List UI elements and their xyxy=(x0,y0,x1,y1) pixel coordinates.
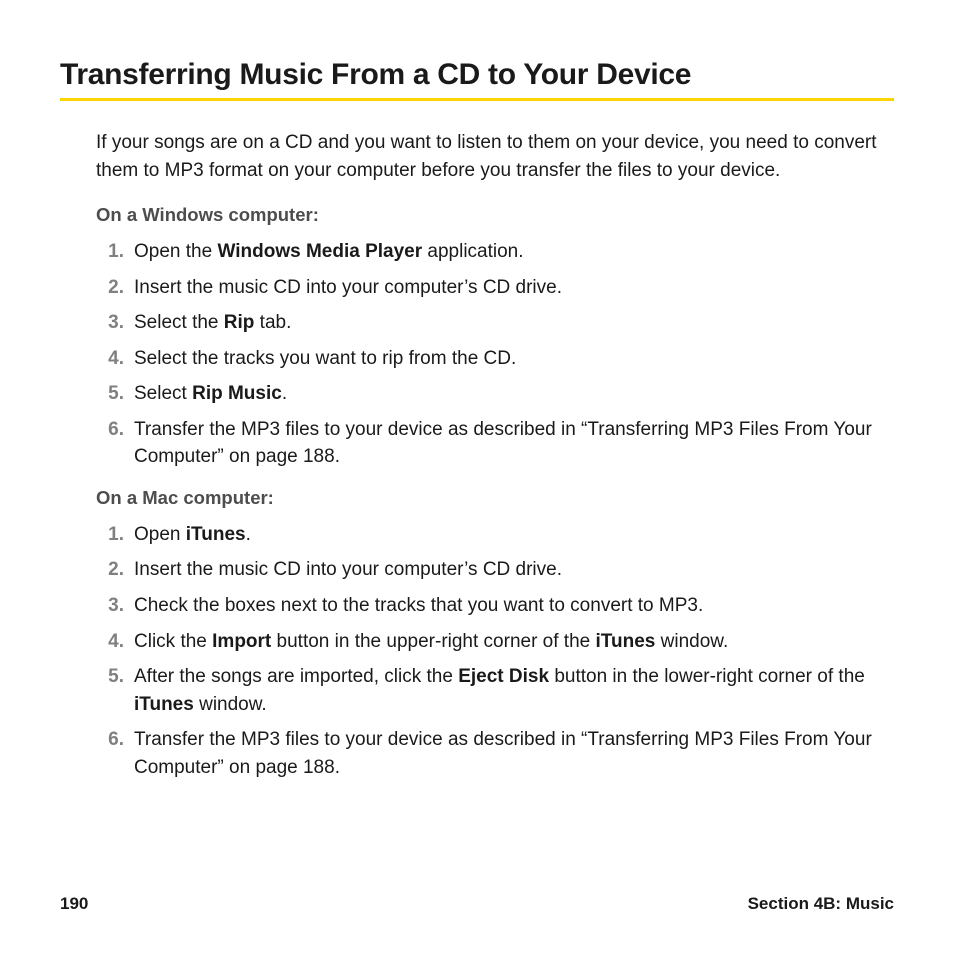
intro-paragraph: If your songs are on a CD and you want t… xyxy=(96,129,884,184)
windows-subhead: On a Windows computer: xyxy=(96,204,884,226)
step-text: button in the lower-right corner of the xyxy=(549,666,865,687)
list-item: Insert the music CD into your computer’s… xyxy=(128,274,884,302)
step-text: Transfer the MP3 files to your device as… xyxy=(134,419,872,468)
step-text: Transfer the MP3 files to your device as… xyxy=(134,729,872,778)
step-bold: Rip xyxy=(224,312,255,333)
step-text: application. xyxy=(422,241,523,262)
list-item: Transfer the MP3 files to your device as… xyxy=(128,726,884,781)
page-footer: 190 Section 4B: Music xyxy=(60,894,894,914)
step-bold: Rip Music xyxy=(192,383,282,404)
step-text: Open the xyxy=(134,241,217,262)
step-text: window. xyxy=(194,694,267,715)
mac-subhead: On a Mac computer: xyxy=(96,487,884,509)
list-item: Select Rip Music. xyxy=(128,380,884,408)
step-text: Select xyxy=(134,383,192,404)
list-item: Select the Rip tab. xyxy=(128,309,884,337)
step-bold: iTunes xyxy=(186,524,246,545)
page-number: 190 xyxy=(60,894,88,914)
list-item: After the songs are imported, click the … xyxy=(128,663,884,718)
step-text: After the songs are imported, click the xyxy=(134,666,458,687)
step-text: Select the tracks you want to rip from t… xyxy=(134,348,516,369)
mac-steps: Open iTunes. Insert the music CD into yo… xyxy=(96,521,884,781)
step-bold: Eject Disk xyxy=(458,666,549,687)
step-text: . xyxy=(282,383,287,404)
step-text: button in the upper-right corner of the xyxy=(271,631,595,652)
list-item: Transfer the MP3 files to your device as… xyxy=(128,416,884,471)
step-text: Select the xyxy=(134,312,224,333)
step-text: Insert the music CD into your computer’s… xyxy=(134,277,562,298)
windows-steps: Open the Windows Media Player applicatio… xyxy=(96,238,884,471)
list-item: Select the tracks you want to rip from t… xyxy=(128,345,884,373)
step-bold: iTunes xyxy=(134,694,194,715)
step-text: Click the xyxy=(134,631,212,652)
step-bold: iTunes xyxy=(596,631,656,652)
step-text: Insert the music CD into your computer’s… xyxy=(134,559,562,580)
list-item: Open the Windows Media Player applicatio… xyxy=(128,238,884,266)
list-item: Insert the music CD into your computer’s… xyxy=(128,556,884,584)
step-bold: Windows Media Player xyxy=(217,241,422,262)
section-label: Section 4B: Music xyxy=(748,894,894,914)
step-text: . xyxy=(246,524,251,545)
step-text: tab. xyxy=(254,312,291,333)
list-item: Click the Import button in the upper-rig… xyxy=(128,628,884,656)
step-text: Check the boxes next to the tracks that … xyxy=(134,595,703,616)
content-area: If your songs are on a CD and you want t… xyxy=(60,129,894,781)
step-bold: Import xyxy=(212,631,271,652)
step-text: window. xyxy=(655,631,728,652)
list-item: Open iTunes. xyxy=(128,521,884,549)
step-text: Open xyxy=(134,524,186,545)
page-title: Transferring Music From a CD to Your Dev… xyxy=(60,58,894,101)
list-item: Check the boxes next to the tracks that … xyxy=(128,592,884,620)
